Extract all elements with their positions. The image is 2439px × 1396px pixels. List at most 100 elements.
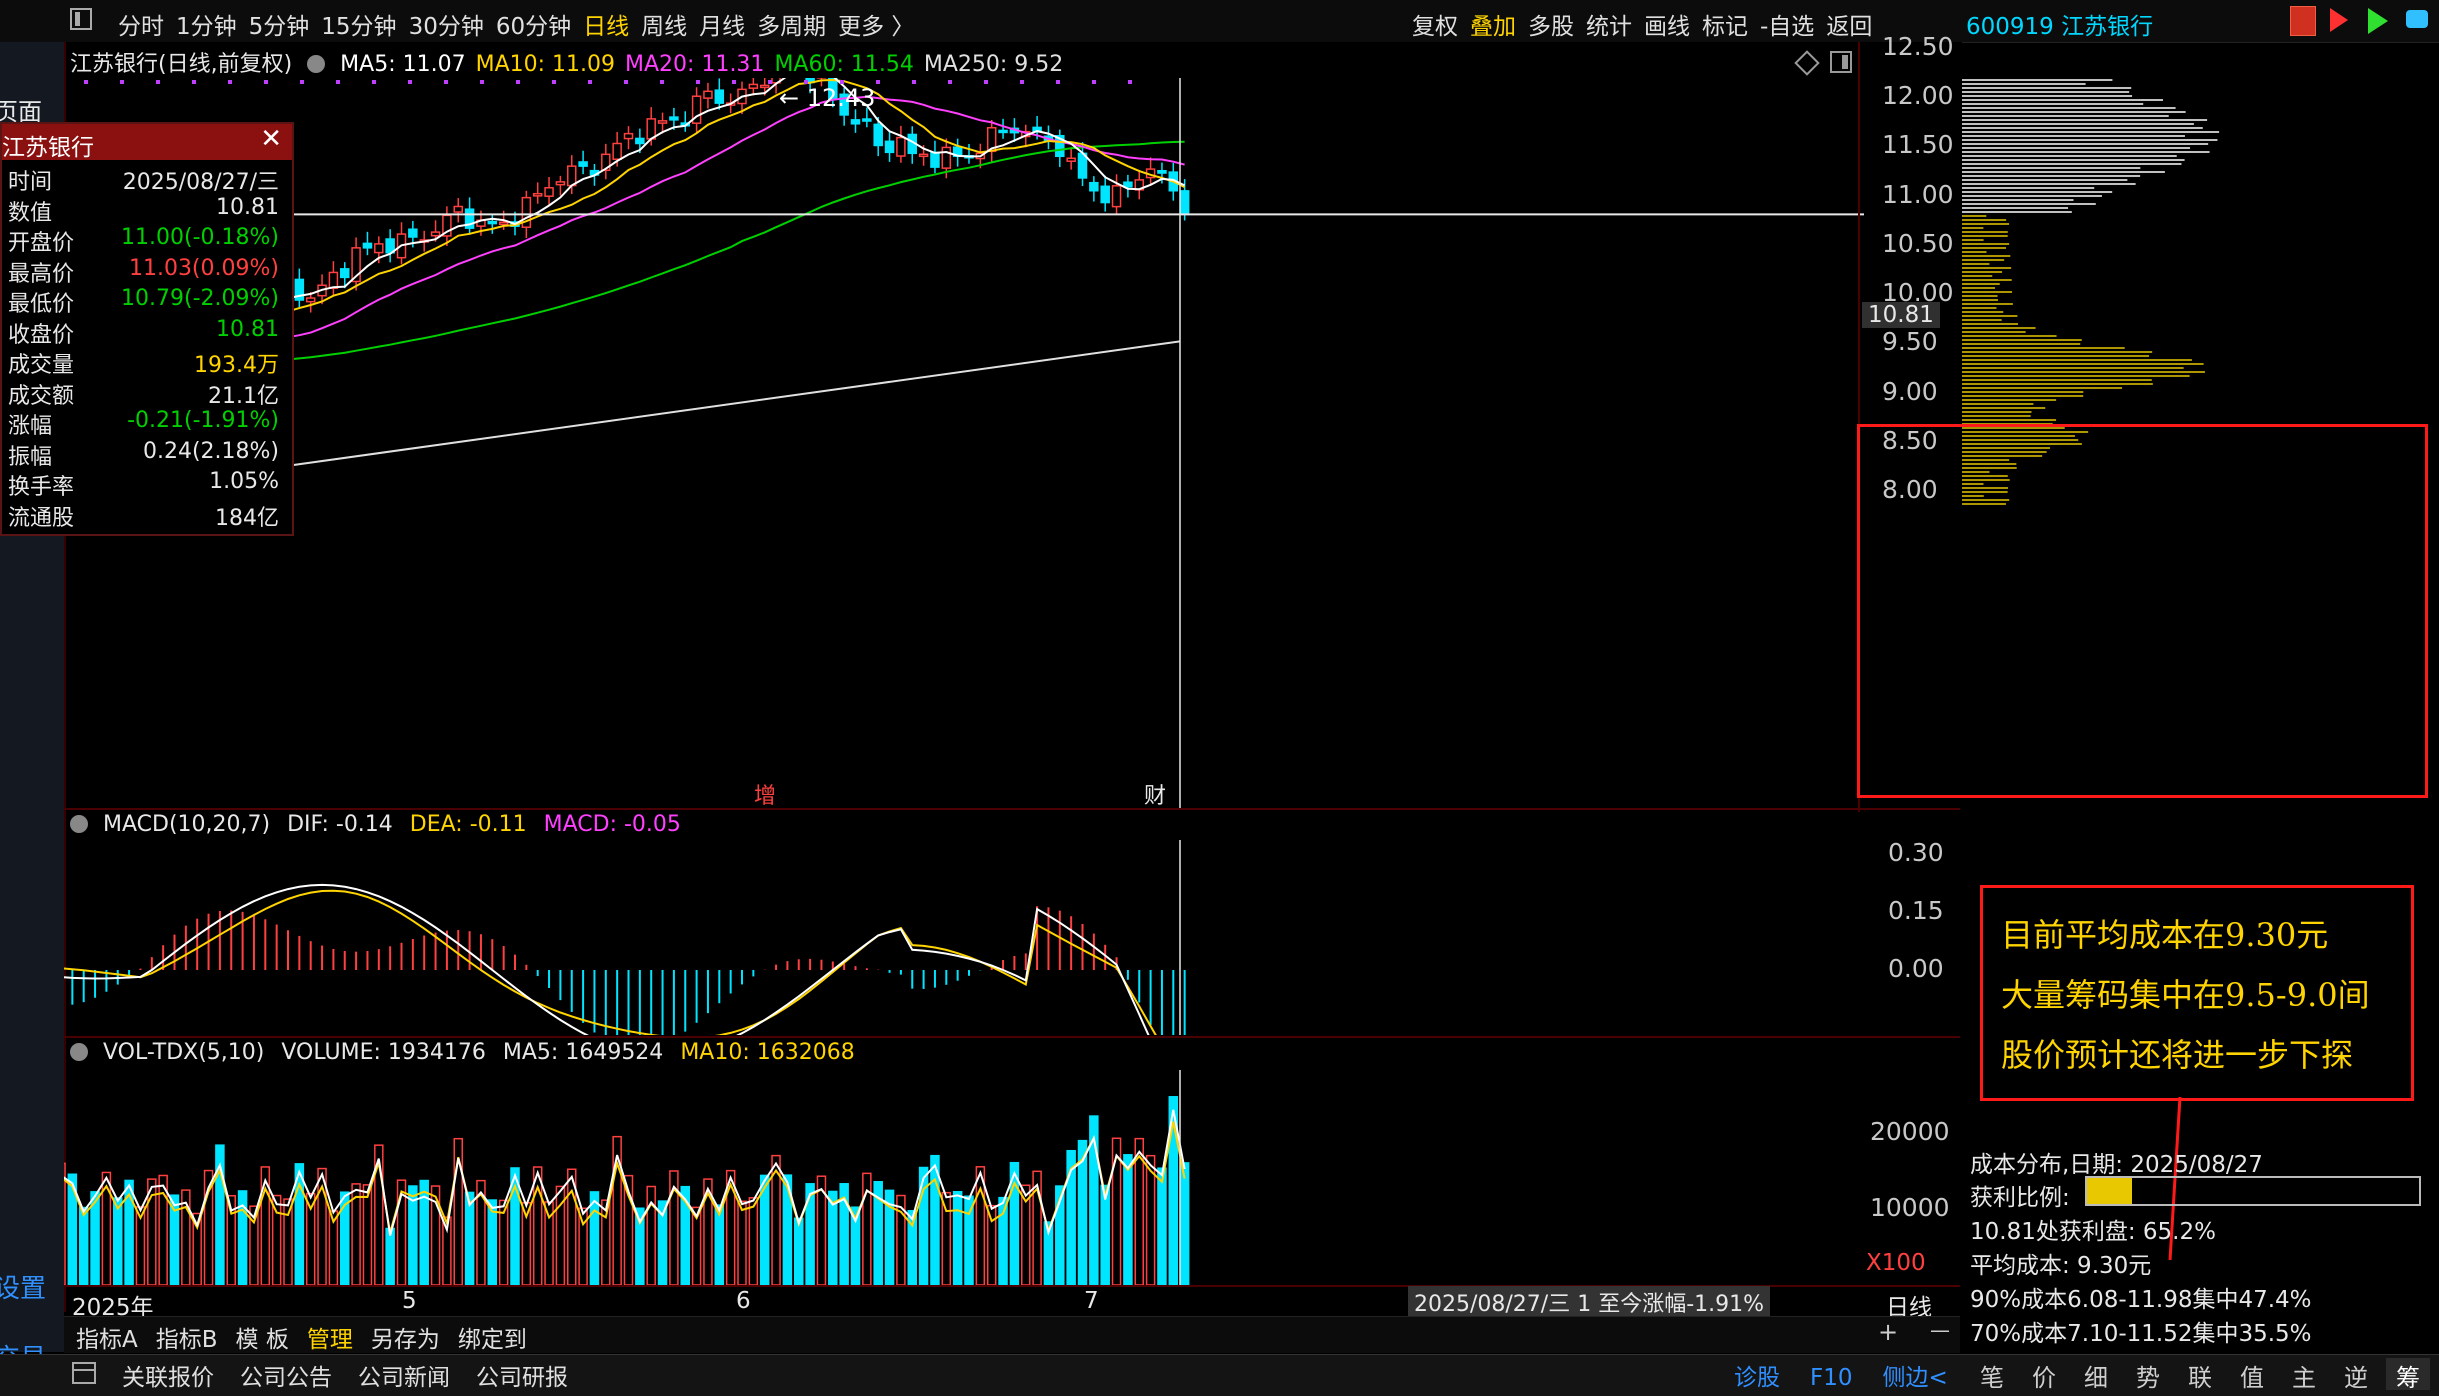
status-right-2[interactable]: 侧边< (1882, 1365, 1948, 1391)
data-window-key: 涨幅 (8, 414, 53, 439)
candlestick-chart[interactable]: ← 12.43←8.87增财 (64, 78, 1864, 808)
ma-label-0: MA5: 11.07 (340, 52, 466, 77)
pane-divider-vol[interactable] (64, 1036, 1960, 1038)
chart-area[interactable] (64, 42, 1962, 1312)
bottom-tab-4[interactable]: 另存为 (370, 1327, 440, 1353)
data-window-row: 时间 2025/08/27/三 (2, 164, 287, 195)
toolbar-button-5[interactable]: 标记 (1702, 14, 1748, 40)
data-window-key: 最低价 (8, 292, 75, 317)
bottom-tab-3[interactable]: 管理 (306, 1327, 353, 1353)
status-toggle-icon[interactable] (72, 1362, 96, 1384)
zoom-in-button[interactable]: + (1878, 1318, 1899, 1346)
toolbar-button-7[interactable]: 返回 (1826, 14, 1873, 40)
period-tab-2[interactable]: 5分钟 (248, 14, 310, 40)
collapse-icon[interactable] (307, 55, 326, 73)
bottom-tab-1[interactable]: 指标B (155, 1327, 218, 1353)
toolbar-button-6[interactable]: -自选 (1760, 14, 1815, 40)
status-link-2[interactable]: 公司新闻 (358, 1365, 450, 1391)
data-window-value: 193.4万 (194, 353, 279, 378)
pane-divider-macd[interactable] (64, 808, 1960, 810)
toolbar-button-2[interactable]: 多股 (1528, 14, 1574, 40)
period-tab-3[interactable]: 15分钟 (321, 14, 397, 40)
event-dot (264, 80, 268, 84)
side-tab-1[interactable]: 价 (2032, 1364, 2056, 1392)
chip-profit-value: 65.2% (2227, 1178, 2301, 1204)
period-tab-6[interactable]: 日线 (583, 14, 630, 40)
toolbar-button-1[interactable]: 叠加 (1470, 14, 1516, 40)
side-tab-8[interactable]: 筹 (2386, 1358, 2430, 1392)
candle-down (1100, 185, 1110, 204)
flag-red-icon[interactable] (2330, 8, 2348, 32)
price-tick-label: 12.00 (1882, 81, 1954, 111)
panel-toggle-icon[interactable] (1830, 51, 1852, 73)
side-tab-2[interactable]: 细 (2084, 1364, 2108, 1392)
candle-up (328, 271, 339, 290)
side-tab-7[interactable]: 逆 (2344, 1364, 2368, 1392)
bottom-tab-5[interactable]: 绑定到 (457, 1327, 527, 1353)
volume-bar-down (964, 1195, 974, 1285)
period-tab-4[interactable]: 30分钟 (408, 14, 484, 40)
volume-bar-down (1179, 1162, 1190, 1285)
toolbar-button-3[interactable]: 统计 (1586, 14, 1632, 40)
period-tab-1[interactable]: 1分钟 (176, 14, 237, 40)
toolbar-button-0[interactable]: 复权 (1412, 14, 1458, 40)
chat-icon[interactable] (2406, 10, 2428, 28)
volume-bar-up (941, 1191, 952, 1285)
side-tab-5[interactable]: 值 (2240, 1364, 2264, 1392)
period-tab-0[interactable]: 分时 (118, 14, 164, 40)
period-tab-8[interactable]: 月线 (699, 14, 746, 40)
candle-down (578, 161, 588, 167)
data-window-value: 11.03(0.09%) (128, 255, 279, 281)
vol-ma5-line (64, 1109, 1186, 1236)
data-window-key: 收盘价 (8, 322, 75, 348)
close-icon[interactable]: ✕ (260, 124, 282, 154)
volume-bar-down (850, 1206, 861, 1285)
macd-header: MACD(10,20,7) DIF: -0.14 DEA: -0.11 MACD… (70, 812, 681, 837)
stock-title: 600919 江苏银行 (1966, 14, 2154, 40)
period-tab-7[interactable]: 周线 (641, 14, 688, 40)
chart-title: 江苏银行(日线,前复权) (70, 52, 293, 77)
side-tab-3[interactable]: 势 (2136, 1364, 2160, 1392)
macd-collapse-icon[interactable] (70, 815, 88, 833)
side-tab-4[interactable]: 联 (2188, 1364, 2212, 1392)
volume-bar-up (737, 1200, 747, 1285)
arrow-green-icon[interactable] (2368, 8, 2388, 34)
volume-bar-up (896, 1194, 906, 1285)
annotation-line-3: 股价预计还将进一步下探 (2001, 1036, 2354, 1074)
side-tab-0[interactable]: 笔 (1980, 1364, 2004, 1392)
status-left-items: 关联报价 公司公告 公司新闻 公司研报 (122, 1358, 594, 1392)
period-tab-5[interactable]: 60分钟 (495, 14, 572, 40)
volume-chart[interactable] (64, 1070, 1864, 1285)
report-icon[interactable] (2290, 6, 2316, 36)
vol-ma10-line (64, 1121, 1186, 1235)
left-sidebar-item-settings[interactable]: 设置 (0, 1274, 47, 1304)
bottom-tab-0[interactable]: 指标A (76, 1327, 138, 1353)
chip-90-cost: 90%成本6.08-11.98集中47.4% (1970, 1287, 2312, 1313)
candle-up (896, 136, 906, 157)
candle-up (555, 181, 566, 186)
data-window-key: 时间 (8, 170, 53, 195)
annotation-arrow (2168, 1096, 2182, 1261)
status-link-0[interactable]: 关联报价 (122, 1365, 214, 1391)
bottom-tab-2[interactable]: 模 板 (235, 1327, 289, 1353)
vol-ma5: MA5: 1649524 (502, 1040, 664, 1065)
volume-bar-up (101, 1171, 112, 1285)
status-link-3[interactable]: 公司研报 (476, 1365, 568, 1391)
candle-up (759, 84, 770, 89)
status-right-1[interactable]: F10 (1810, 1365, 1853, 1391)
side-tab-6[interactable]: 主 (2292, 1364, 2316, 1392)
layout-toggle-icon[interactable] (70, 8, 92, 30)
period-tab-9[interactable]: 多周期 (757, 14, 827, 40)
vol-collapse-icon[interactable] (70, 1043, 88, 1061)
status-link-1[interactable]: 公司公告 (240, 1365, 332, 1391)
chip-profit-bar: 65.2% (2085, 1176, 2421, 1206)
zoom-out-button[interactable]: — (1930, 1318, 1950, 1342)
volume-bar-down (1066, 1149, 1076, 1285)
status-right-0[interactable]: 诊股 (1734, 1365, 1780, 1391)
macd-chart[interactable] (64, 840, 1864, 1035)
event-dot (804, 80, 808, 84)
toolbar-button-4[interactable]: 画线 (1644, 14, 1690, 40)
volume-bar-up (430, 1185, 441, 1285)
period-tab-10[interactable]: 更多 〉 (838, 14, 915, 40)
left-sidebar-item-page[interactable]: 页面 (0, 98, 42, 126)
